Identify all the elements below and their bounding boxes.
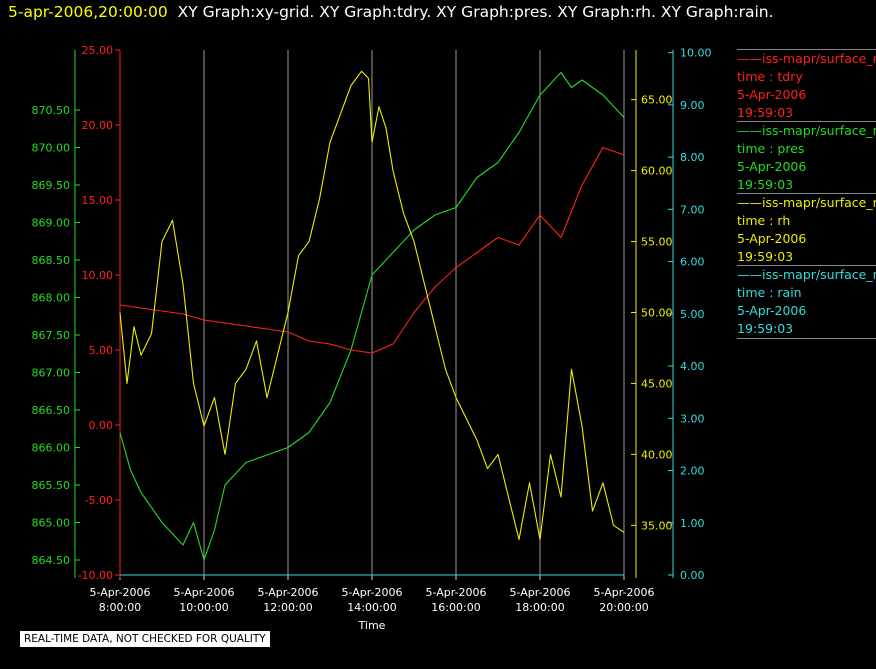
pres-tick-label: 869.00 [32, 217, 71, 230]
rain-tick-label: 0.00 [680, 569, 705, 582]
quality-notice: REAL-TIME DATA, NOT CHECKED FOR QUALITY [20, 631, 270, 647]
x-tick-date: 5-Apr-2006 [593, 586, 654, 599]
legend-divider [737, 193, 876, 194]
x-tick-date: 5-Apr-2006 [173, 586, 234, 599]
x-tick-date: 5-Apr-2006 [509, 586, 570, 599]
pres-tick-label: 865.50 [32, 479, 71, 492]
rh-tick-label: 65.00 [641, 94, 673, 107]
rh-tick-label: 40.00 [641, 448, 673, 461]
rain-tick-label: 2.00 [680, 465, 705, 478]
x-tick-time: 14:00:00 [347, 601, 396, 614]
legend-time: 19:59:03 [737, 321, 794, 336]
legend-source: ——iss-mapr/surface_m [737, 51, 876, 66]
rh-tick-label: 35.00 [641, 519, 673, 532]
rh-tick-label: 55.00 [641, 236, 673, 249]
x-tick-time: 8:00:00 [99, 601, 141, 614]
rain-tick-label: 5.00 [680, 308, 705, 321]
x-axis-label: Time [358, 619, 386, 632]
legend-date: 5-Apr-2006 [737, 87, 807, 102]
x-tick-date: 5-Apr-2006 [425, 586, 486, 599]
legend-date: 5-Apr-2006 [737, 303, 807, 318]
x-tick-time: 12:00:00 [263, 601, 312, 614]
legend-var: time : rh [737, 213, 791, 228]
legend-date: 5-Apr-2006 [737, 159, 807, 174]
rain-tick-label: 9.00 [680, 99, 705, 112]
rh-tick-label: 60.00 [641, 165, 673, 178]
pres-tick-label: 866.50 [32, 404, 71, 417]
rain-tick-label: 10.00 [680, 47, 712, 60]
legend-source: ——iss-mapr/surface_m [737, 267, 876, 282]
series-pres-line [119, 71, 625, 561]
tdry-tick-label: 20.00 [82, 119, 114, 132]
tdry-tick-label: 10.00 [82, 269, 114, 282]
legend-var: time : pres [737, 141, 805, 156]
rain-tick-label: 7.00 [680, 203, 705, 216]
rain-tick-label: 1.00 [680, 517, 705, 530]
x-tick-time: 20:00:00 [599, 601, 648, 614]
window-title: 5-apr-2006,20:00:00 XY Graph:xy-grid. XY… [8, 3, 774, 21]
pres-tick-label: 868.50 [32, 254, 71, 267]
rain-tick-label: 8.00 [680, 151, 705, 164]
tdry-tick-label: -10.00 [78, 569, 113, 582]
legend-var: time : rain [737, 285, 802, 300]
legend-divider [737, 338, 876, 339]
legend-var: time : tdry [737, 69, 803, 84]
pres-tick-label: 865.00 [32, 517, 71, 530]
pres-tick-label: 864.50 [32, 554, 71, 567]
series-tdry-line [119, 146, 625, 354]
tdry-tick-label: 25.00 [82, 44, 114, 57]
legend-time: 19:59:03 [737, 105, 794, 120]
graph-list: XY Graph:xy-grid. XY Graph:tdry. XY Grap… [177, 3, 774, 21]
x-tick-date: 5-Apr-2006 [89, 586, 150, 599]
tdry-tick-label: 5.00 [89, 344, 114, 357]
rain-tick-label: 6.00 [680, 256, 705, 269]
rh-tick-label: 45.00 [641, 377, 673, 390]
legend-divider [737, 265, 876, 266]
x-tick-date: 5-Apr-2006 [341, 586, 402, 599]
legend-divider [737, 49, 876, 50]
legend-source: ——iss-mapr/surface_m [737, 123, 876, 138]
legend-divider [737, 121, 876, 122]
pres-tick-label: 867.50 [32, 329, 71, 342]
pres-tick-label: 870.00 [32, 142, 71, 155]
tdry-tick-label: -5.00 [85, 494, 113, 507]
legend-date: 5-Apr-2006 [737, 231, 807, 246]
legend-source: ——iss-mapr/surface_m [737, 195, 876, 210]
pres-tick-label: 869.50 [32, 179, 71, 192]
pres-tick-label: 868.00 [32, 292, 71, 305]
x-tick-date: 5-Apr-2006 [257, 586, 318, 599]
tdry-tick-label: 15.00 [82, 194, 114, 207]
timestamp: 5-apr-2006,20:00:00 [8, 3, 168, 21]
tdry-tick-label: 0.00 [89, 419, 114, 432]
series-rh-line [119, 70, 625, 541]
rh-tick-label: 50.00 [641, 307, 673, 320]
pres-tick-label: 870.50 [32, 104, 71, 117]
rain-tick-label: 4.00 [680, 360, 705, 373]
x-tick-time: 16:00:00 [431, 601, 480, 614]
x-tick-time: 18:00:00 [515, 601, 564, 614]
legend-time: 19:59:03 [737, 177, 794, 192]
rain-tick-label: 3.00 [680, 412, 705, 425]
x-tick-time: 10:00:00 [179, 601, 228, 614]
pres-tick-label: 867.00 [32, 367, 71, 380]
legend-time: 19:59:03 [737, 249, 794, 264]
pres-tick-label: 866.00 [32, 442, 71, 455]
